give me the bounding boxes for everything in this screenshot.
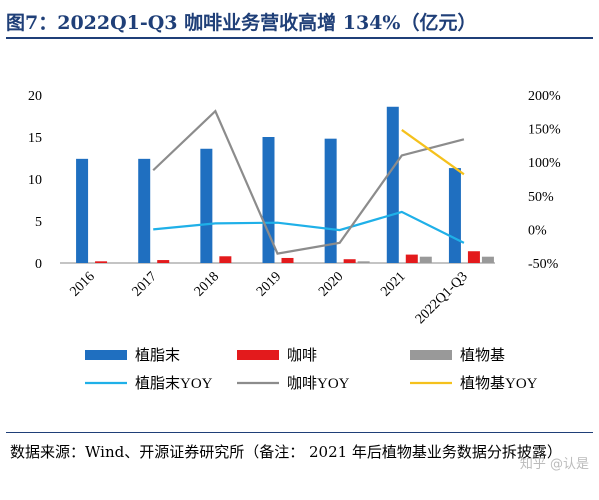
bar-咖啡 [343,259,356,263]
x-tick-label: 2017 [130,269,160,299]
y-right-tick-label: -50% [528,257,559,272]
line-植物基YOY [401,129,465,176]
bar-咖啡 [95,261,108,263]
bar-咖啡 [157,260,170,263]
bar-咖啡 [467,251,480,263]
y-right-tick-label: 150% [528,123,561,138]
bar-植物基 [419,256,432,263]
figure-title: 图7：2022Q1-Q3 咖啡业务营收高增 134%（亿元） [6,12,477,34]
combo-chart: 0 5 10 15 20 -50% 0% 50% 100% 150% 200% 2016 2017 201… [28,89,561,392]
watermark: 知乎 @认是 [519,457,589,472]
x-tick-label: 2022Q1-Q3 [413,269,471,327]
source-note: 数据来源：Wind、开源证券研究所（备注： 2021 年后植物基业务数据分拆披露… [10,443,562,461]
bar-植脂末 [324,138,337,263]
bar-咖啡 [219,256,232,263]
legend-label: 植脂末 [135,347,180,364]
bar-咖啡 [281,257,294,263]
line-植脂末YOY [153,210,465,244]
bar-植脂末 [138,158,151,263]
y-left-tick-label: 10 [28,173,42,188]
x-tick-label: 2016 [67,269,97,299]
legend-label: 植物基 [460,347,505,364]
bar-植物基 [481,256,494,263]
bar-植脂末 [76,158,89,263]
bar-植脂末 [262,137,275,263]
y-left-tick-label: 15 [28,131,42,146]
bar-植脂末 [386,106,399,263]
legend-label: 咖啡YOY [287,375,350,392]
y-left-tick-label: 20 [28,89,42,104]
footer-rule [6,432,593,433]
y-right-tick-label: 200% [528,89,561,104]
y-left-tick-label: 0 [35,257,42,272]
y-right-tick-label: 100% [528,156,561,171]
x-tick-label: 2018 [192,269,222,299]
bar-植脂末 [448,168,461,263]
bar-植物基 [357,261,370,263]
legend-swatch [85,350,127,360]
legend-swatch [237,350,279,360]
x-tick-label: 2020 [316,269,346,299]
y-left-tick-label: 5 [35,215,42,230]
legend-swatch [410,350,452,360]
legend-label: 植脂末YOY [135,375,213,392]
line-咖啡YOY [152,109,465,255]
y-right-tick-label: 50% [528,190,554,205]
legend-label: 咖啡 [287,347,317,364]
y-right-tick-label: 0% [528,223,547,238]
title-rule [6,37,593,39]
bar-植脂末 [200,148,213,263]
legend-label: 植物基YOY [460,375,538,392]
x-tick-label: 2021 [378,269,408,299]
bar-咖啡 [405,254,418,263]
x-tick-label: 2019 [254,269,284,299]
